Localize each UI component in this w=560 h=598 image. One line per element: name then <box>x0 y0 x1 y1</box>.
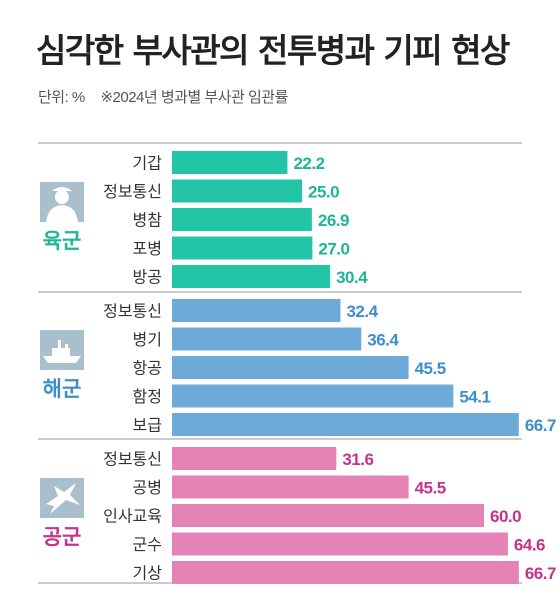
value-label: 66.7 <box>525 564 556 583</box>
warship-deck-shape <box>52 348 70 356</box>
value-label: 45.5 <box>415 359 446 378</box>
category-label: 병참 <box>133 211 163 230</box>
value-label: 26.9 <box>318 211 349 230</box>
note-label: ※2024년 병과별 부사관 임관률 <box>100 89 288 106</box>
value-label: 64.6 <box>514 536 545 555</box>
branch-label: 해군 <box>43 377 82 401</box>
bar <box>172 384 454 408</box>
category-label: 기상 <box>133 564 163 583</box>
chart-subtitle: 단위: % ※2024년 병과별 부사관 임관률 <box>38 86 300 107</box>
category-label: 정보통신 <box>103 450 162 469</box>
bar <box>172 504 484 527</box>
category-label: 방공 <box>133 268 162 287</box>
value-label: 54.1 <box>459 388 490 407</box>
bar <box>172 327 362 351</box>
warship-mast-shape <box>58 340 61 348</box>
category-label: 포병 <box>133 239 162 258</box>
bar <box>172 413 519 436</box>
value-label: 22.2 <box>293 154 324 173</box>
category-label: 군수 <box>133 535 162 554</box>
bar <box>172 299 341 322</box>
value-label: 66.7 <box>525 416 556 435</box>
category-label: 항공 <box>133 359 162 378</box>
category-label: 함정 <box>133 387 162 406</box>
category-label: 정보통신 <box>103 302 162 321</box>
bar <box>172 236 313 260</box>
soldier-head-shape <box>55 190 69 204</box>
bar <box>172 561 519 584</box>
value-label: 30.4 <box>336 268 368 287</box>
warship-hull-shape <box>43 356 81 363</box>
category-label: 정보통신 <box>103 182 162 201</box>
value-label: 25.0 <box>308 183 339 202</box>
bar <box>172 179 302 203</box>
category-label: 공병 <box>133 478 162 497</box>
category-label: 인사교육 <box>103 507 162 526</box>
warship-mast-shape <box>65 344 68 348</box>
category-label: 보급 <box>133 416 162 435</box>
bar <box>172 475 409 499</box>
soldier-helmet-shape <box>52 187 72 191</box>
bar <box>172 356 409 379</box>
value-label: 27.0 <box>318 240 349 259</box>
category-label: 병기 <box>133 330 162 349</box>
bar <box>172 208 312 231</box>
bar <box>172 265 331 288</box>
branch-label: 육군 <box>43 229 82 253</box>
unit-label: 단위: % <box>38 89 85 106</box>
bar <box>172 532 508 556</box>
value-label: 45.5 <box>415 479 446 498</box>
chart-title: 심각한 부사관의 전투병과 기피 현상 <box>36 31 510 70</box>
value-label: 36.4 <box>367 331 399 350</box>
bar <box>172 447 337 470</box>
value-label: 32.4 <box>346 302 378 321</box>
branch-label: 공군 <box>43 525 82 549</box>
soldier-body-shape <box>46 205 78 222</box>
value-label: 31.6 <box>342 450 373 469</box>
bar <box>172 151 288 174</box>
fighter-jet-shape <box>46 483 80 514</box>
category-label: 기갑 <box>133 154 163 173</box>
value-label: 60.0 <box>490 507 521 526</box>
